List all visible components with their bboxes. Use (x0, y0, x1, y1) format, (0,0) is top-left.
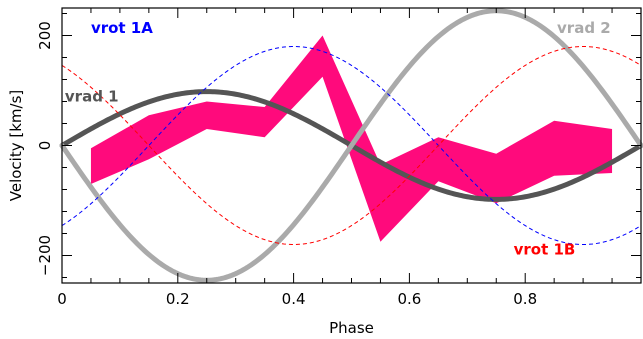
series-label-layer: vrot 1A vrad 1 vrad 2 vrot 1B (65, 19, 611, 259)
series-label-vrot-1a: vrot 1A (91, 19, 153, 37)
x-tick-label: 0.4 (282, 290, 306, 308)
y-tick-label: −200 (36, 235, 54, 276)
x-axis-label: Phase (329, 319, 374, 337)
velocity-band-layer (90, 35, 613, 242)
x-tick-label: 0 (57, 290, 67, 308)
x-tick-label: 0.6 (397, 290, 421, 308)
series-line-vrad-2 (59, 8, 643, 283)
y-tick-label: 0 (36, 141, 54, 151)
series-label-vrad-1: vrad 1 (65, 88, 119, 106)
series-line-vrot-1b (61, 45, 642, 246)
y-axis-label: Velocity [km/s] (7, 90, 25, 201)
velocity-band (90, 35, 613, 242)
x-tick-label: 0.2 (166, 290, 190, 308)
curve-layer (59, 8, 643, 283)
series-line-vrot-1a (61, 45, 642, 246)
y-tick-label: 200 (36, 21, 54, 50)
series-label-vrad-2: vrad 2 (557, 19, 611, 37)
series-label-vrot-1b: vrot 1B (514, 240, 576, 258)
tick-layer (61, 8, 641, 283)
x-tick-label: 0.8 (513, 290, 537, 308)
